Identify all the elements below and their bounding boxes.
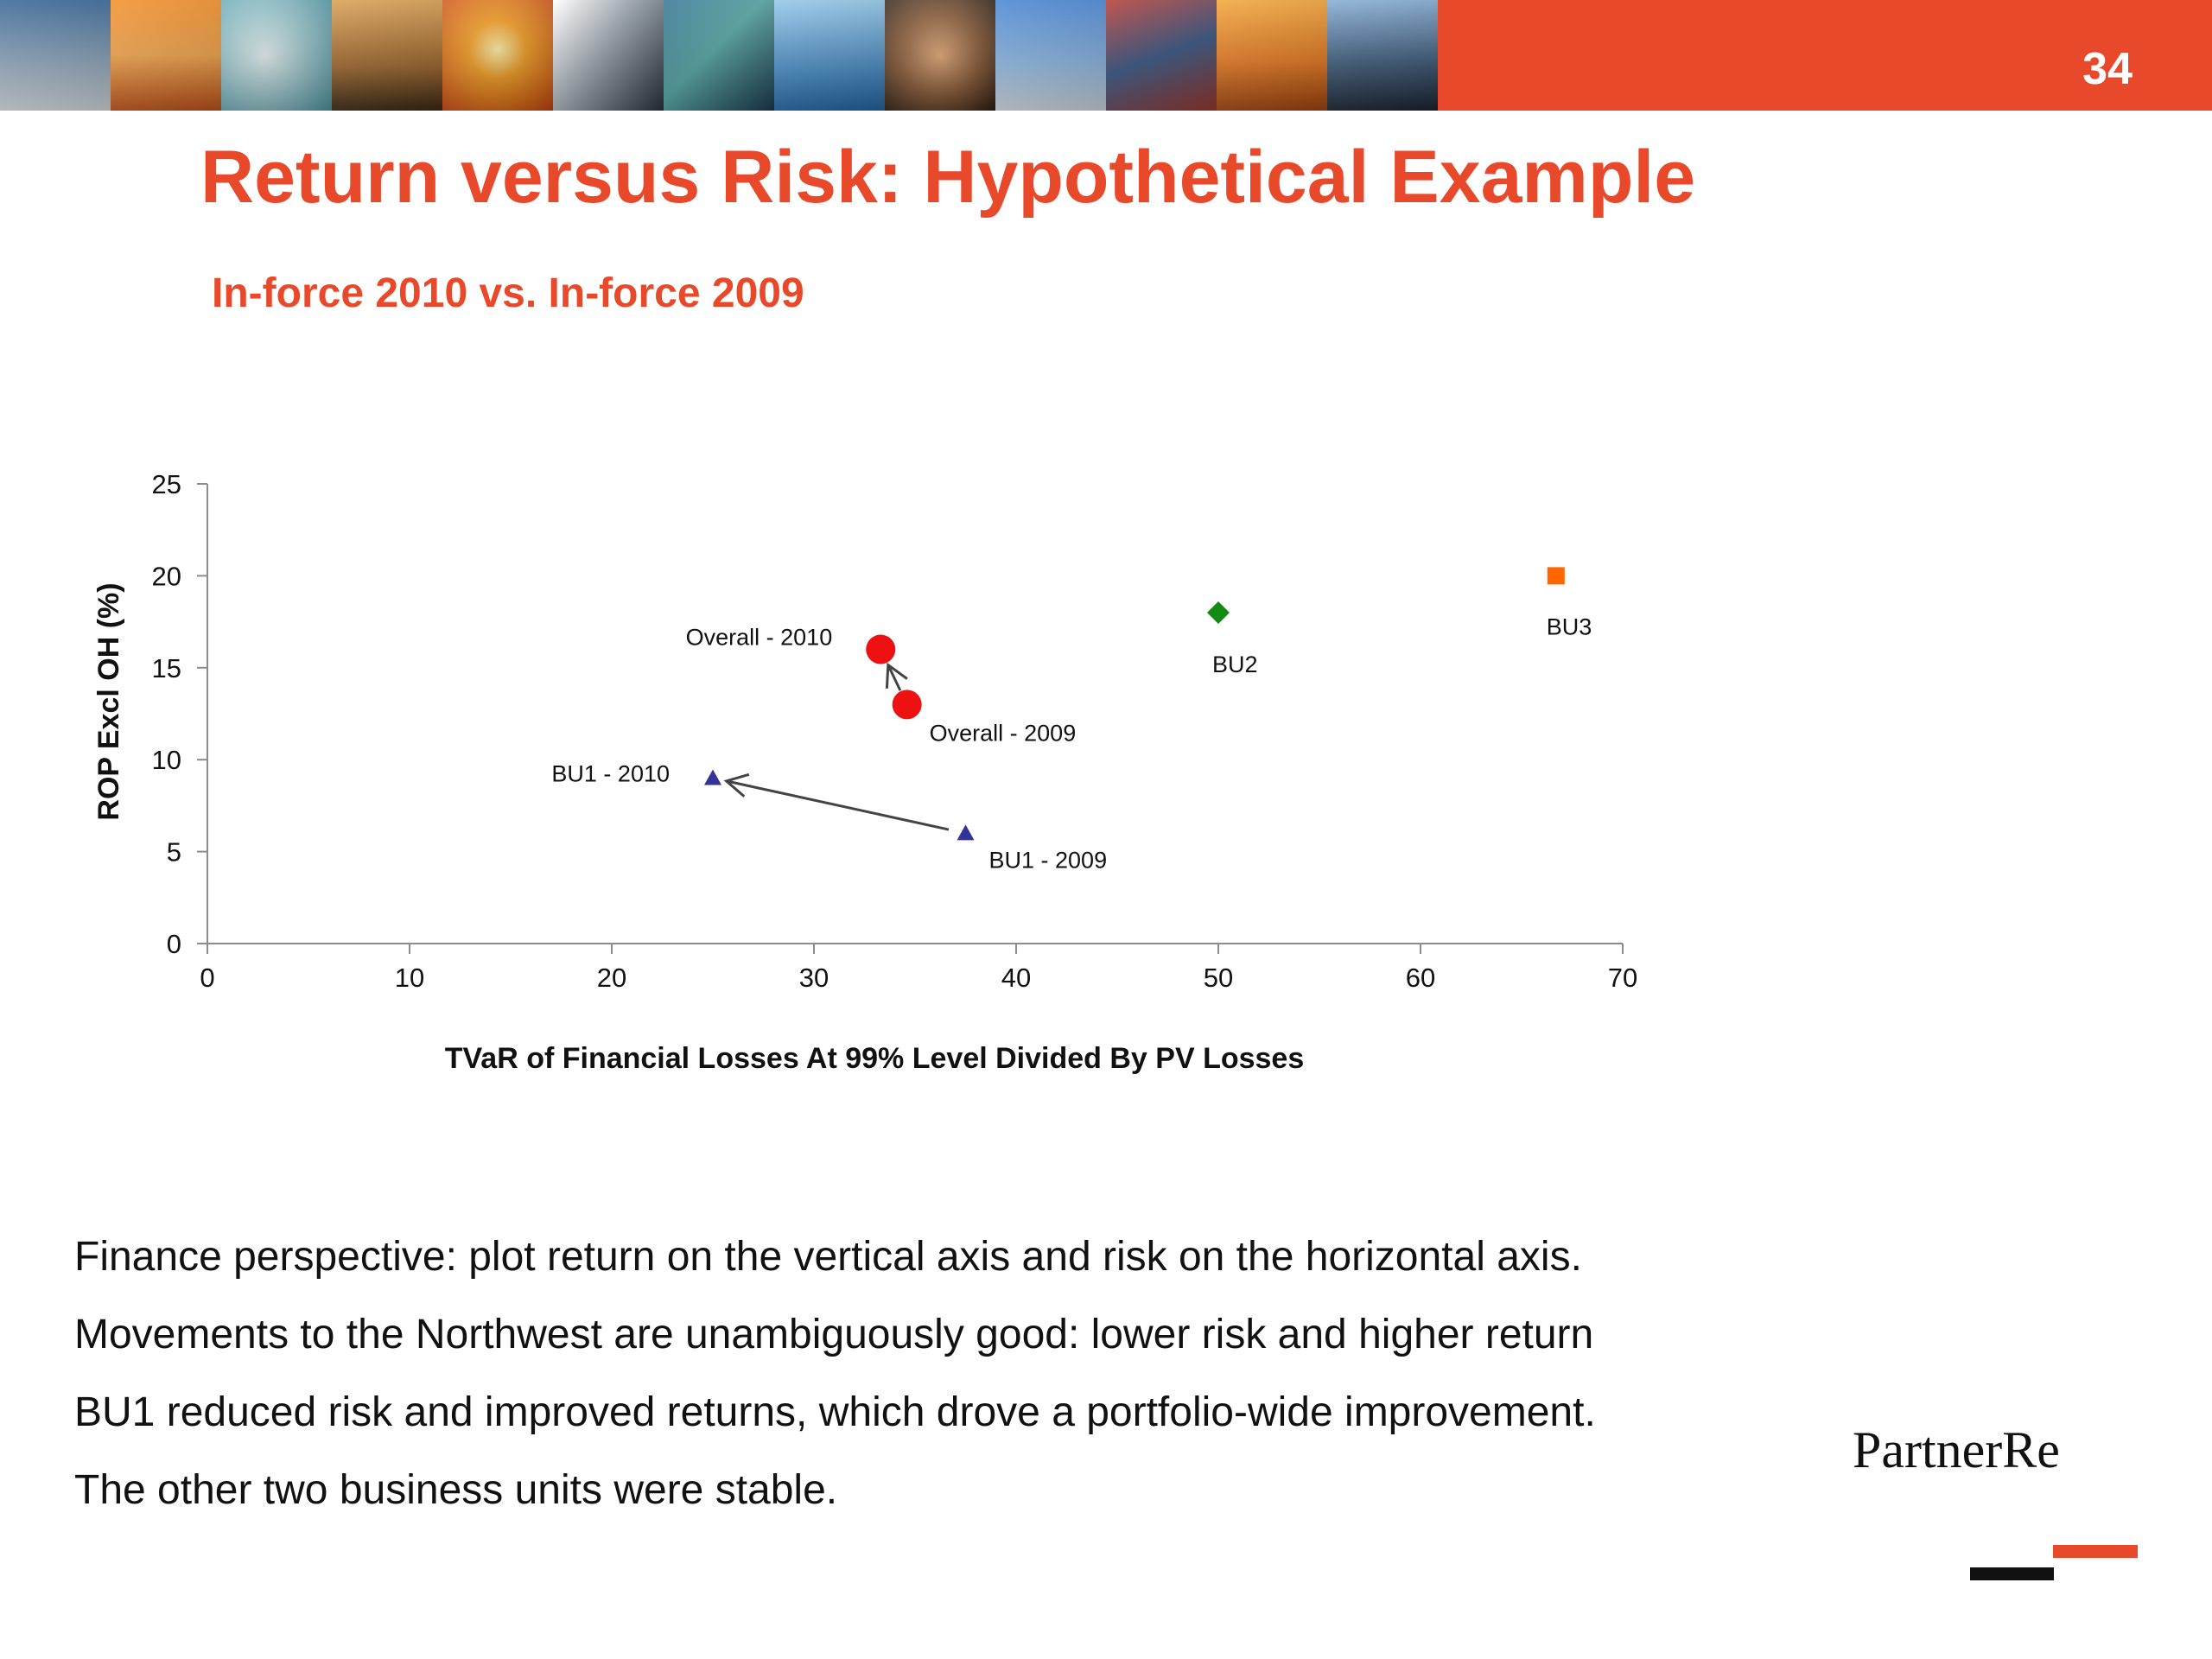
photo-tile-water	[221, 0, 332, 111]
bu2-point	[1207, 601, 1230, 624]
photo-tile-crane	[1217, 0, 1327, 111]
slide-subtitle: In-force 2010 vs. In-force 2009	[212, 270, 804, 316]
y-tick-label: 15	[152, 653, 181, 683]
y-tick-label: 25	[152, 469, 181, 499]
x-tick-label: 70	[1608, 963, 1637, 993]
body-text: Finance perspective: plot return on the …	[74, 1218, 1716, 1529]
movement-arrow-head	[723, 772, 750, 798]
photo-tile-sea	[774, 0, 885, 111]
bu1-point	[704, 769, 721, 785]
x-tick-label: 30	[799, 963, 829, 993]
overall-point	[892, 690, 922, 720]
x-tick-label: 40	[1001, 963, 1031, 993]
photo-tile-ship	[1327, 0, 1438, 111]
photo-tile-airplane	[111, 0, 221, 111]
logo-bar-red	[2053, 1545, 2138, 1558]
overall-point	[866, 634, 896, 664]
x-tick-label: 50	[1204, 963, 1233, 993]
page-number: 34	[2082, 44, 2133, 94]
x-tick-label: 60	[1406, 963, 1435, 993]
data-label: BU2	[1212, 652, 1258, 677]
bu3-point	[1547, 567, 1565, 585]
chart-svg: 0 5 10 15 20 25 0 10 20 30 40 50 60 70 TVaR of Financi…	[92, 469, 1637, 1075]
logo-bar-black	[1970, 1567, 2054, 1580]
photo-tile-factory	[995, 0, 1106, 111]
header-accent-bar: 34	[1438, 0, 2212, 111]
body-line-4: The other two business units were stable…	[74, 1467, 838, 1513]
bu1-point	[957, 824, 975, 841]
x-axis-title: TVaR of Financial Losses At 99% Level Di…	[445, 1042, 1305, 1075]
photo-tile-oil-rig	[332, 0, 442, 111]
y-tick-label: 20	[152, 561, 181, 591]
movement-arrow-line	[887, 664, 902, 691]
movement-arrow-line	[726, 779, 950, 831]
photo-tile-brain-scan	[885, 0, 995, 111]
data-label: BU1 - 2009	[989, 847, 1108, 873]
partnerre-logo: PartnerRe	[1853, 1421, 2060, 1478]
data-label: BU1 - 2010	[551, 760, 670, 786]
y-axis-title: ROP Excl OH (%)	[92, 582, 125, 820]
data-label: Overall - 2009	[930, 720, 1077, 746]
photo-tile-containers	[1106, 0, 1217, 111]
slide-title: Return versus Risk: Hypothetical Example	[200, 136, 1696, 219]
photo-tile-skyscrapers	[553, 0, 664, 111]
body-line-1: Finance perspective: plot return on the …	[74, 1234, 1582, 1280]
data-label: Overall - 2010	[686, 625, 833, 651]
scatter-chart: 0 5 10 15 20 25 0 10 20 30 40 50 60 70 TVaR of Financi…	[0, 432, 1728, 1123]
body-line-3: BU1 reduced risk and improved returns, w…	[74, 1389, 1596, 1435]
y-tick-label: 5	[167, 837, 181, 868]
x-tick-label: 0	[200, 963, 214, 993]
y-tick-label: 10	[152, 745, 181, 775]
y-tick-label: 0	[167, 929, 181, 959]
data-label: BU3	[1547, 613, 1592, 639]
header-photo-strip	[0, 0, 1438, 111]
x-tick-label: 20	[597, 963, 626, 993]
photo-tile-dna	[664, 0, 774, 111]
photo-tile-tanks	[0, 0, 111, 111]
movement-arrow-head	[885, 662, 908, 689]
x-tick-label: 10	[395, 963, 424, 993]
photo-tile-sunset-wheat	[442, 0, 553, 111]
body-line-2: Movements to the Northwest are unambiguo…	[74, 1312, 1594, 1357]
